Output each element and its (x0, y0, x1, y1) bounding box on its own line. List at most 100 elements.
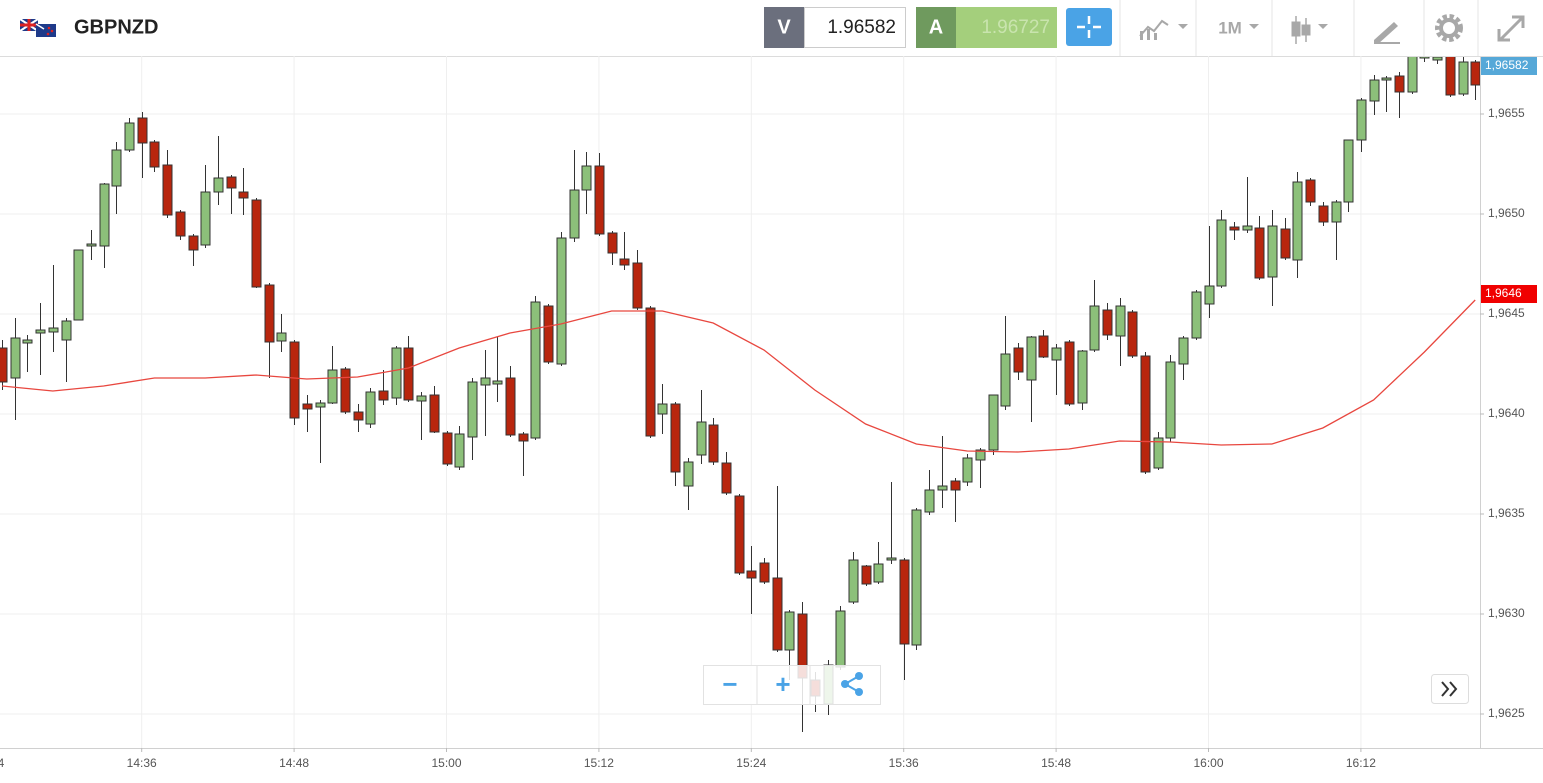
candle-body (835, 610, 846, 668)
candle-body (1077, 350, 1088, 404)
crosshair-button[interactable] (1066, 8, 1112, 46)
candle-body (873, 563, 884, 583)
toolbar-separators (1119, 0, 1479, 56)
candle-body (213, 177, 224, 193)
candle-body (276, 332, 287, 342)
candle-body (619, 258, 630, 266)
candle-body (784, 611, 795, 651)
candle-body (1331, 201, 1342, 223)
candle-body (962, 457, 973, 483)
candle-body (1419, 57, 1430, 59)
candle-body (1038, 335, 1049, 358)
candle-body (899, 559, 910, 645)
candle-body (530, 301, 541, 439)
buy-price[interactable]: 1.96727 (981, 17, 1050, 38)
candle-body (1204, 285, 1215, 305)
candle-body (759, 562, 770, 583)
zoom-in[interactable]: + (775, 669, 790, 699)
chart-type-button[interactable] (1291, 16, 1328, 44)
candle-body (162, 164, 173, 216)
candle-body (937, 485, 948, 491)
candle-body (1115, 305, 1126, 337)
candle-body (1051, 347, 1062, 361)
x-tick-label: 15:00 (431, 756, 461, 770)
zoom-out[interactable]: − (722, 669, 737, 699)
candle-body (848, 559, 859, 603)
buy-label[interactable]: A (929, 16, 943, 38)
share-button[interactable] (841, 672, 863, 696)
candle-body (543, 305, 554, 363)
candle-body (911, 509, 922, 646)
candle-body (1191, 291, 1202, 339)
candle-body (416, 395, 427, 402)
candle-body (149, 141, 160, 168)
price-label-box (1481, 57, 1537, 75)
candle-body (1267, 225, 1278, 278)
candle-body (607, 232, 618, 254)
candle-body (950, 480, 961, 491)
candle-body (975, 449, 986, 461)
candle-body (302, 403, 313, 410)
candle-body (200, 191, 211, 246)
candle-body (429, 394, 440, 433)
candle-body (772, 577, 783, 651)
candle-body (721, 462, 732, 494)
candle-body (1470, 61, 1480, 86)
candle-body (594, 165, 605, 235)
y-tick-label: 1,9625 (1488, 706, 1525, 720)
candle-body (22, 339, 33, 344)
x-tick-label: 14:24 (0, 756, 5, 770)
x-tick-label: 16:00 (1193, 756, 1223, 770)
x-tick-label: 16:12 (1346, 756, 1376, 770)
candle-body (1407, 57, 1418, 93)
candle-body (251, 199, 262, 288)
candle-body (1394, 75, 1405, 93)
axes: 1,9625 1,9630 1,9635 1,9640 1,9645 1,9650 1,96… (0, 57, 1537, 770)
candle-body (988, 394, 999, 451)
x-tick-label: 14:36 (127, 756, 157, 770)
sell-button[interactable]: V 1.96582 (764, 7, 906, 48)
sell-label[interactable]: V (777, 16, 791, 38)
candle-body (581, 165, 592, 191)
candle-body (188, 235, 199, 251)
ma-label: 1,9646 (1485, 286, 1522, 300)
candle-body (886, 557, 897, 561)
fullscreen-button[interactable] (1497, 15, 1525, 42)
candle-body (696, 421, 707, 456)
settings-button[interactable] (1435, 14, 1463, 42)
candle-body (1242, 225, 1253, 231)
candle-body (480, 377, 491, 386)
candle-body (226, 176, 237, 189)
candle-body (315, 402, 326, 408)
candle-body (86, 243, 97, 247)
scroll-end-button[interactable] (1431, 674, 1469, 704)
candle-body (1102, 309, 1113, 336)
candle-body (505, 377, 516, 436)
y-tick-label: 1,9630 (1488, 606, 1525, 620)
candle-body (10, 337, 21, 379)
sell-price[interactable]: 1.96582 (827, 17, 896, 38)
candle-body (569, 189, 580, 239)
candle-body (264, 284, 275, 343)
candle-body (35, 329, 46, 334)
candle-body (1432, 57, 1443, 61)
indicator-button[interactable] (1139, 19, 1188, 40)
x-tick-label: 14:48 (279, 756, 309, 770)
candle-body (670, 403, 681, 473)
candle-body (861, 565, 872, 585)
x-tick-label: 15:36 (889, 756, 919, 770)
candle-body (1318, 205, 1329, 223)
candle-body (1153, 437, 1164, 469)
candle-body (632, 262, 643, 309)
candle-body (746, 570, 757, 579)
candle-body (1369, 79, 1380, 102)
period-button[interactable]: 1M (1218, 18, 1242, 37)
candle-body (365, 391, 376, 425)
period-arrow[interactable] (1249, 24, 1259, 29)
candle-body (327, 369, 338, 404)
buy-button[interactable]: A 1.96727 (916, 7, 1057, 48)
candle-body (1216, 219, 1227, 287)
draw-button[interactable] (1374, 22, 1400, 44)
